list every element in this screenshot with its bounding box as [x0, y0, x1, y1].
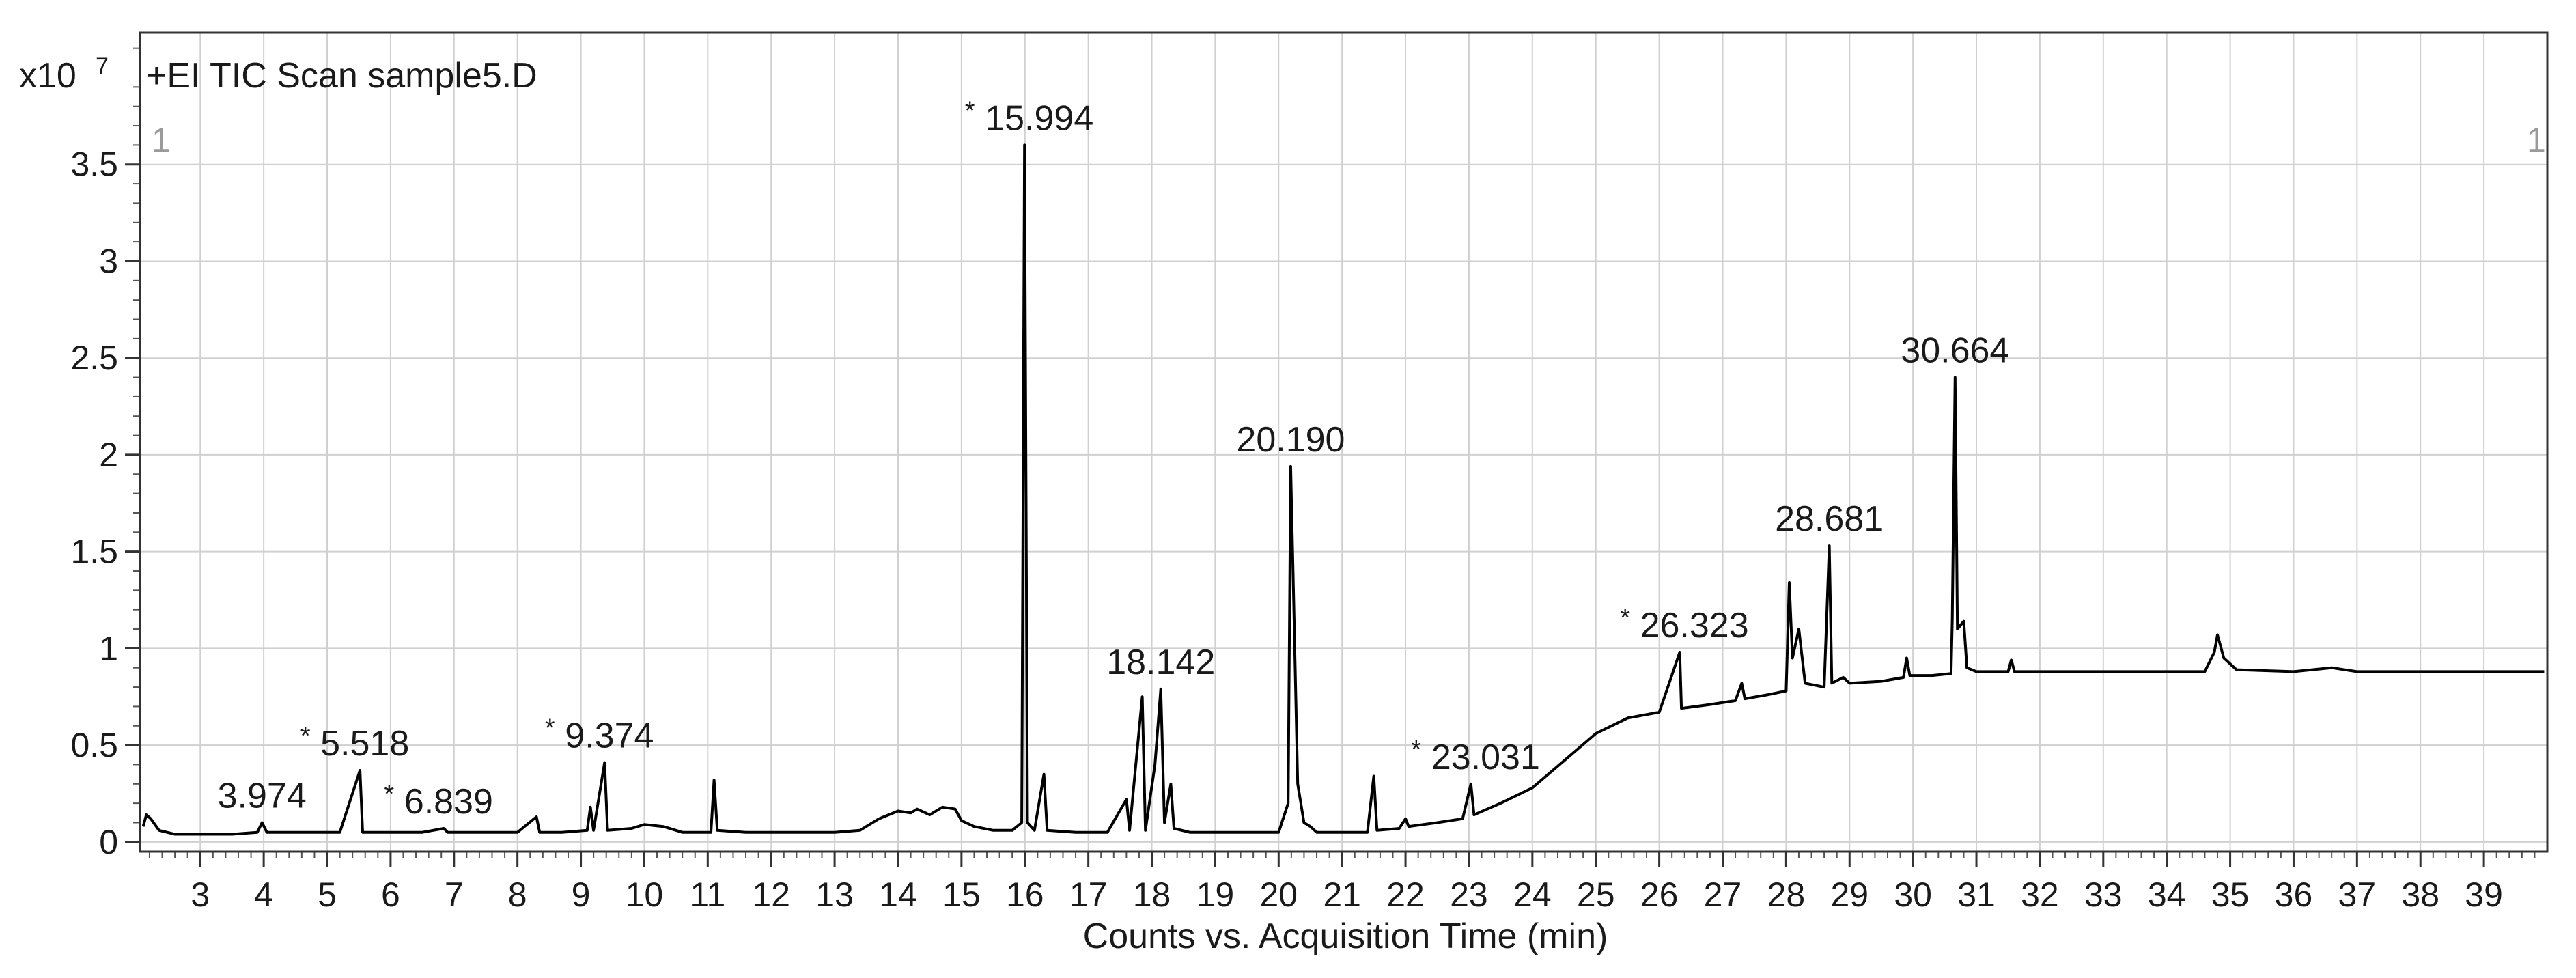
x-tick-label: 26: [1640, 876, 1679, 914]
axis-layer: 3 4 5 6 7 8 9 10 11 12 13 14 15 16 17 18 19 20 21 22 23 24 25 2…: [70, 31, 2549, 914]
x-tick-label: 20: [1259, 876, 1298, 914]
x-tick-label: 32: [2021, 876, 2059, 914]
y-tick-label: 3.5: [70, 145, 118, 184]
peak-marker-star: *: [545, 714, 555, 743]
plot-frame: [139, 31, 2549, 853]
peak-label: 18.142: [1106, 643, 1215, 682]
peak-label-layer: 3.974 * 5.518 * 6.839 * 9.374 * 15.994 18.142 20.1…: [218, 96, 2010, 822]
x-tick-label: 24: [1513, 876, 1552, 914]
x-tick-label: 34: [2148, 876, 2186, 914]
x-tick-label: 8: [508, 876, 527, 914]
x-tick-label: 27: [1704, 876, 1742, 914]
x-tick-label: 39: [2465, 876, 2503, 914]
y-tick-label: 1: [99, 629, 118, 667]
peak-label: 26.323: [1640, 606, 1749, 645]
x-tick-label: 7: [445, 876, 464, 914]
x-tick-label: 17: [1069, 876, 1108, 914]
peak-marker-star: *: [965, 96, 975, 125]
x-tick-label: 22: [1386, 876, 1425, 914]
y-tick-label: 2: [99, 436, 118, 474]
x-tick-label: 19: [1196, 876, 1235, 914]
x-tick-label: 3: [191, 876, 210, 914]
y-tick-label: 0: [99, 823, 118, 861]
series-layer: [141, 143, 2545, 836]
peak-label: 15.994: [985, 98, 1093, 138]
y-multiplier-exponent: 7: [96, 53, 109, 79]
peak-label: 28.681: [1775, 499, 1884, 539]
x-tick-label: 11: [690, 876, 725, 914]
y-tick-label: 3: [99, 242, 118, 280]
x-tick-label: 37: [2338, 876, 2377, 914]
x-tick-label: 12: [752, 876, 790, 914]
chart-title: +EI TIC Scan sample5.D: [146, 56, 537, 96]
peak-marker-star: *: [1620, 604, 1630, 632]
peak-label: 30.664: [1901, 331, 2009, 371]
x-tick-label: 6: [381, 876, 400, 914]
peak-label: 23.031: [1431, 738, 1540, 777]
x-tick-label: 33: [2084, 876, 2123, 914]
tic-trace: [141, 143, 2545, 836]
x-tick-label: 25: [1577, 876, 1615, 914]
x-axis-label: Counts vs. Acquisition Time (min): [1083, 917, 1608, 956]
x-tick-label: 10: [626, 876, 664, 914]
x-tick-label: 31: [1957, 876, 1996, 914]
corner-label-right: 1: [2527, 121, 2546, 159]
x-tick-label: 23: [1450, 876, 1488, 914]
x-tick-label: 5: [318, 876, 337, 914]
x-tick-label: 15: [942, 876, 981, 914]
x-tick-label: 4: [254, 876, 273, 914]
x-tick-label: 30: [1894, 876, 1932, 914]
x-tick-label: 38: [2401, 876, 2439, 914]
peak-label: 20.190: [1236, 420, 1345, 460]
corner-label-left: 1: [152, 121, 171, 159]
x-tick-label: 36: [2275, 876, 2313, 914]
y-tick-label: 0.5: [70, 726, 118, 764]
x-tick-label: 35: [2211, 876, 2250, 914]
peak-label: 3.974: [218, 776, 307, 815]
x-tick-label: 18: [1133, 876, 1171, 914]
x-tick-label: 9: [572, 876, 591, 914]
x-tick-label: 16: [1006, 876, 1044, 914]
grid-layer: [140, 33, 2547, 852]
peak-label: 5.518: [320, 724, 409, 764]
peak-marker-star: *: [384, 780, 394, 809]
x-tick-label: 28: [1767, 876, 1806, 914]
peak-marker-star: *: [300, 722, 311, 751]
x-tick-label: 21: [1323, 876, 1361, 914]
y-tick-label: 1.5: [70, 533, 118, 571]
peak-marker-star: *: [1411, 736, 1421, 764]
peak-label: 6.839: [404, 782, 493, 822]
y-tick-label: 2.5: [70, 339, 118, 377]
x-tick-label: 29: [1830, 876, 1868, 914]
peak-label: 9.374: [565, 716, 654, 756]
x-tick-label: 13: [815, 876, 854, 914]
x-tick-label: 14: [879, 876, 917, 914]
y-multiplier-label: x10: [19, 56, 76, 96]
